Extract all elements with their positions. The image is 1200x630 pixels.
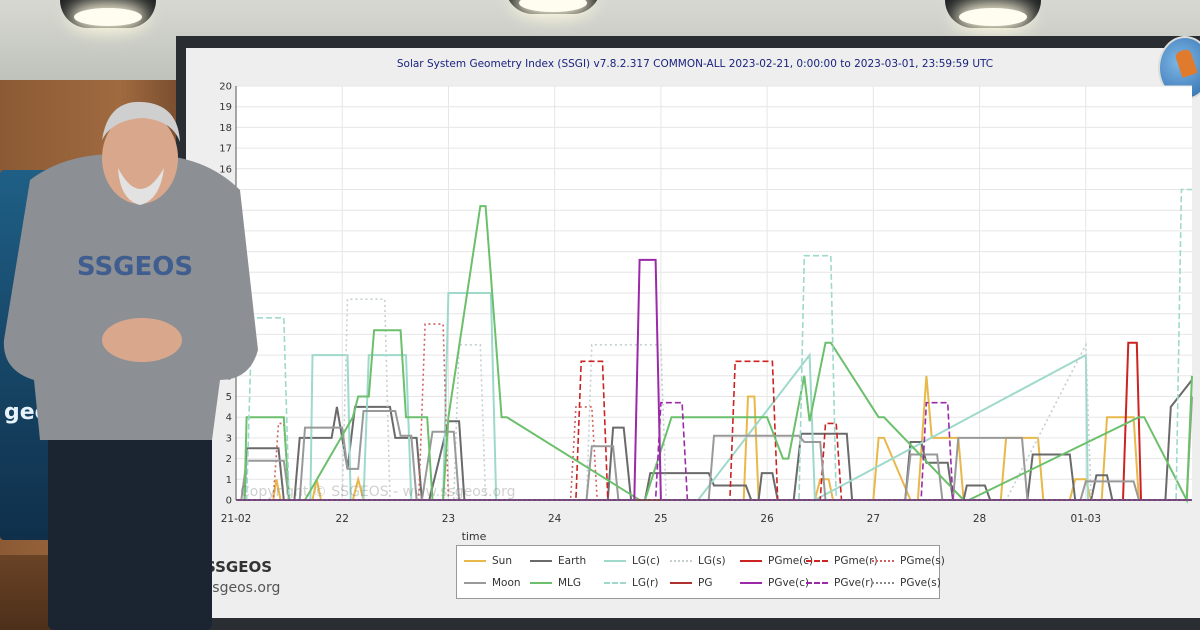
legend-swatch: [670, 560, 692, 562]
legend-item: LG(r): [604, 575, 659, 591]
legend-swatch: [740, 582, 762, 584]
legend-label: PGme(r): [834, 555, 878, 567]
x-tick-label: 28: [973, 513, 986, 525]
legend-item: PGme(s): [872, 553, 945, 569]
legend-swatch: [740, 560, 762, 562]
legend-swatch: [670, 582, 692, 584]
legend-item: Sun: [464, 553, 512, 569]
legend-label: LG(r): [632, 577, 659, 589]
brand-name: SSGEOS: [205, 558, 273, 576]
legend-swatch: [806, 560, 828, 562]
series-line-moon: [236, 396, 1193, 501]
legend-item: PGve(r): [806, 575, 874, 591]
x-tick-label: 24: [548, 513, 562, 525]
legend-label: Earth: [558, 555, 587, 567]
x-tick-label: 23: [442, 513, 455, 525]
ceiling-lamp: [945, 0, 1041, 28]
legend-swatch: [872, 582, 894, 584]
x-tick-label: 25: [654, 513, 667, 525]
y-tick-label: 18: [219, 123, 232, 134]
legend-swatch: [872, 560, 894, 562]
legend-item: MLG: [530, 575, 581, 591]
y-tick-label: 5: [226, 392, 232, 403]
legend-item: PG: [670, 575, 712, 591]
legend-label: Sun: [492, 555, 512, 567]
series-line-lg-c-: [236, 292, 1192, 502]
legend-item: PGme(r): [806, 553, 878, 569]
series-line-pgme-r-: [236, 360, 1192, 501]
legend-item: Moon: [464, 575, 521, 591]
legend-label: PGve(s): [900, 577, 941, 589]
legend-label: PGme(s): [900, 555, 945, 567]
legend-swatch: [464, 560, 486, 562]
x-tick-label: 22: [336, 513, 349, 525]
x-tick-label: 21-02: [221, 513, 252, 525]
presenter-hair: [102, 101, 180, 142]
y-tick-label: 3: [226, 433, 232, 444]
y-tick-label: 4: [226, 413, 232, 424]
presenter-beard: [118, 168, 164, 205]
x-tick-label: 26: [760, 513, 774, 525]
legend-swatch: [530, 582, 552, 584]
legend-item: PGme(c): [740, 553, 813, 569]
chart-grid: [235, 85, 1192, 501]
legend-swatch: [604, 582, 626, 584]
y-tick-label: 16: [219, 164, 232, 175]
legend-swatch: [464, 582, 486, 584]
series-line-pgme-s-: [236, 323, 1192, 501]
legend-swatch: [530, 560, 552, 562]
chart-title: Solar System Geometry Index (SSGI) v7.8.…: [396, 58, 994, 70]
y-tick-label: 2: [226, 454, 232, 465]
legend-label: LG(s): [698, 555, 726, 567]
y-tick-label: 17: [219, 144, 232, 155]
legend-label: PGve(r): [834, 577, 874, 589]
legend-label: MLG: [558, 577, 582, 589]
presenter-hands: [102, 318, 182, 362]
legend-swatch: [604, 560, 626, 562]
brand-site: ssgeos.org: [205, 580, 281, 596]
y-tick-label: 1: [226, 475, 232, 486]
legend-label: Moon: [492, 577, 521, 589]
legend-item: Earth: [530, 553, 586, 569]
presenter-jeans: [48, 430, 212, 630]
legend-item: PGve(s): [872, 575, 941, 591]
y-tick-label: 0: [226, 496, 232, 507]
x-tick-label: 27: [867, 513, 880, 525]
y-tick-label: 19: [219, 102, 232, 113]
presenter: SSGEOS: [3, 101, 258, 630]
legend-label: PGve(c): [768, 577, 810, 589]
legend-label: PG: [698, 577, 713, 589]
legend-item: PGve(c): [740, 575, 809, 591]
legend-item: LG(c): [604, 553, 660, 569]
legend-label: PGme(c): [768, 555, 814, 567]
presenter-sweater: [3, 154, 258, 440]
watermark: Copyright © SSGEOS - www.ssgeos.org: [240, 484, 516, 500]
series-line-mlg: [236, 205, 1193, 504]
ceiling-lamp: [505, 0, 601, 14]
legend-label: LG(c): [632, 555, 660, 567]
legend-swatch: [806, 582, 828, 584]
shirt-logo: SSGEOS: [77, 252, 193, 282]
legend-item: LG(s): [670, 553, 726, 569]
chart-legend: [456, 545, 940, 599]
ceiling-lamp: [60, 0, 156, 28]
x-axis-label: time: [462, 530, 487, 543]
x-tick-label: 01-03: [1071, 513, 1102, 525]
y-tick-label: 20: [219, 82, 232, 93]
